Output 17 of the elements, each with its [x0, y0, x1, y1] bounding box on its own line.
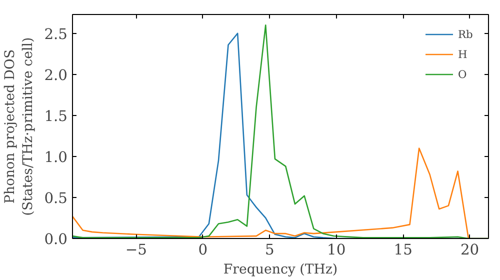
legend-label: Rb	[458, 28, 474, 40]
y-tick-label: 2.5	[44, 26, 68, 43]
x-tick-label: −5	[125, 242, 147, 258]
y-tick-label: 1.0	[44, 148, 68, 166]
y-axis-title: Phonon projected DOS (States/THz·primitive cell)	[3, 37, 36, 216]
x-tick-label: 0	[198, 242, 208, 258]
x-tick-label: 10	[327, 242, 346, 258]
legend-label: O	[458, 68, 468, 80]
y-tick-label: 0.0	[44, 231, 68, 248]
x-tick-label: 20	[460, 242, 480, 258]
y-tick-label: 2.0	[44, 66, 68, 84]
y-tick-label: 1.5	[44, 108, 68, 125]
x-tick-label: 15	[394, 242, 412, 258]
x-axis-title: Frequency (THz)	[223, 262, 338, 278]
legend-label: H	[458, 48, 468, 60]
y-tick-label: 0.5	[44, 190, 68, 207]
x-tick-label: 5	[264, 242, 274, 258]
